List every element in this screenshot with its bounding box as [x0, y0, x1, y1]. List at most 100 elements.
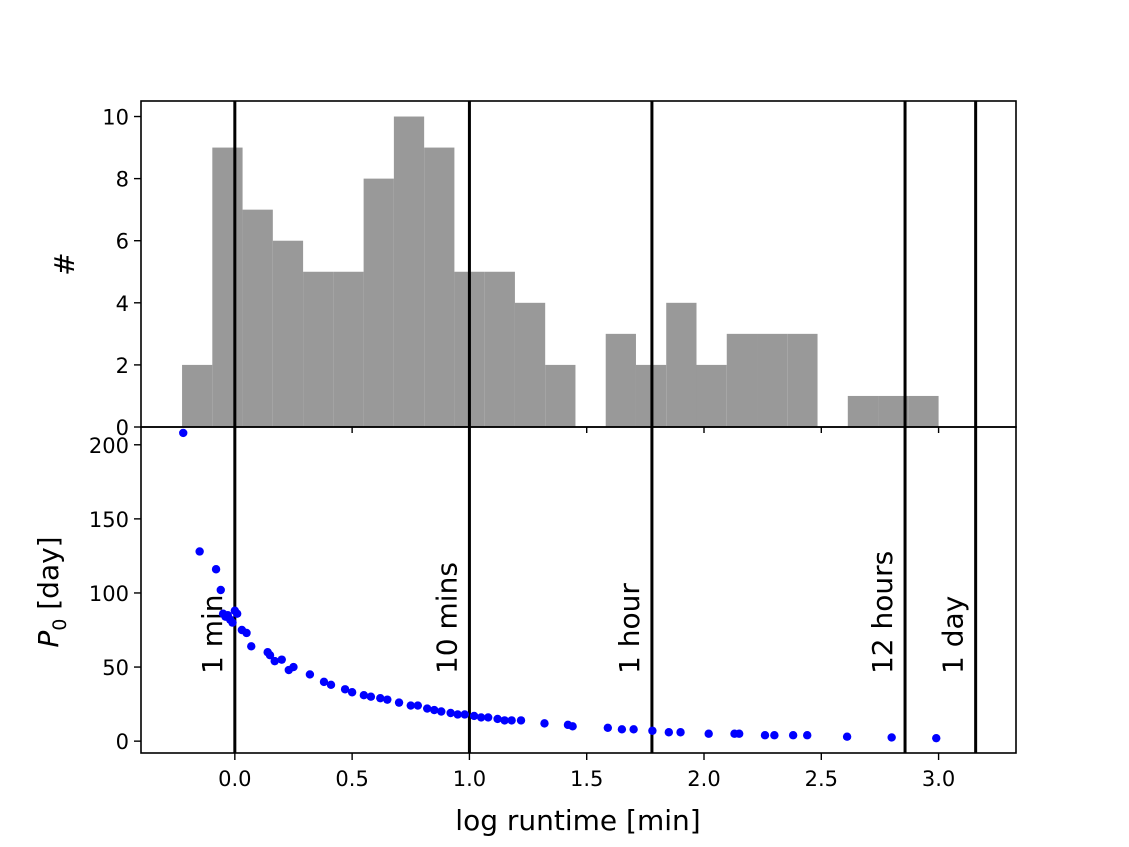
data-point: [406, 701, 415, 710]
data-point: [629, 725, 638, 734]
data-point: [394, 698, 404, 707]
histogram-bar: [757, 333, 788, 427]
x-tick-label: 3.0: [922, 767, 955, 791]
data-point: [483, 713, 493, 722]
histogram-y-tick-label: 4: [116, 292, 129, 316]
data-point: [289, 662, 298, 672]
data-point: [277, 655, 286, 664]
histogram-bar: [605, 333, 636, 427]
scatter-y-tick-label: 100: [89, 582, 129, 606]
data-point: [305, 670, 315, 679]
data-point: [500, 716, 509, 725]
data-point: [540, 719, 549, 728]
data-point: [932, 733, 941, 743]
data-point: [247, 642, 256, 651]
histogram-bar: [726, 333, 758, 427]
data-point: [803, 731, 812, 740]
scatter-y-axis-label-group: P0 [day]: [32, 536, 71, 647]
scatter-y-axis-label-symbol: P: [32, 631, 65, 648]
histogram-y-tick-label: 10: [102, 106, 129, 130]
histogram-bar: [847, 395, 879, 427]
x-tick-label: 2.0: [687, 767, 720, 791]
histogram-bar: [878, 395, 909, 427]
histogram-bar: [363, 178, 394, 427]
data-point: [228, 618, 237, 627]
histogram-y-axis-label: #: [48, 252, 81, 275]
reference-line-label: 1 day: [937, 596, 970, 674]
data-point: [270, 656, 279, 666]
histogram-bar: [666, 302, 697, 427]
scatter-y-tick-label: 200: [89, 434, 129, 458]
x-tick-label: 1.0: [453, 767, 486, 791]
data-point: [340, 685, 350, 694]
data-point: [469, 711, 479, 721]
histogram-y-tick-label: 6: [116, 230, 129, 254]
x-tick-label: 0.5: [335, 767, 368, 791]
histogram-bar: [484, 271, 515, 427]
data-point: [507, 716, 516, 725]
data-point: [676, 728, 685, 737]
data-point: [383, 695, 392, 704]
data-point: [211, 565, 221, 574]
histogram-bar: [696, 364, 727, 427]
data-point: [430, 705, 439, 715]
data-point: [603, 723, 613, 733]
scatter-y-tick-label: 50: [102, 656, 129, 680]
reference-line-label: 1 hour: [613, 583, 646, 674]
data-point: [376, 693, 385, 703]
data-point: [734, 729, 744, 738]
x-tick-label: 0.0: [218, 767, 251, 791]
data-point: [476, 713, 486, 722]
histogram-bar: [908, 395, 939, 427]
histogram-bar: [212, 147, 243, 428]
data-point: [568, 722, 577, 731]
histogram-bar: [272, 240, 304, 427]
scatter-y-axis-label-subscript: 0: [49, 619, 71, 631]
histogram-bar: [333, 271, 364, 427]
reference-line-label: 1 min: [196, 594, 229, 674]
reference-line-label: 10 mins: [430, 562, 463, 674]
data-point: [326, 680, 336, 690]
histogram-bar: [242, 209, 273, 427]
data-point: [760, 731, 770, 740]
data-point: [347, 688, 357, 697]
data-point: [232, 609, 242, 618]
histogram-bar: [303, 271, 334, 427]
data-point: [648, 726, 657, 735]
data-point: [319, 677, 329, 687]
data-point: [887, 733, 896, 742]
data-point: [617, 725, 627, 734]
histogram-bar: [424, 147, 455, 428]
histogram-bar: [545, 364, 576, 427]
data-point: [493, 714, 502, 724]
x-tick-label: 2.5: [805, 767, 838, 791]
data-point: [359, 691, 369, 700]
histogram-y-tick-label: 8: [116, 168, 129, 192]
x-axis-label: log runtime [min]: [455, 804, 700, 837]
histogram-bar: [393, 116, 425, 428]
histogram-y-tick-label: 0: [116, 416, 129, 440]
scatter-frame: [140, 426, 1017, 754]
data-point: [770, 731, 779, 740]
scatter-y-tick-label: 0: [116, 730, 129, 754]
data-point: [664, 728, 674, 737]
data-point: [422, 704, 432, 713]
data-point: [453, 710, 462, 719]
data-point: [242, 628, 251, 638]
scatter-y-axis-label: P0 [day]: [32, 536, 71, 647]
data-point: [366, 692, 376, 701]
data-point: [516, 716, 526, 725]
scatter-y-axis-label-unit: [day]: [32, 536, 65, 618]
x-tick-label: 1.5: [570, 767, 603, 791]
histogram-bar: [182, 364, 213, 427]
histogram-bar: [787, 333, 818, 427]
histogram-bar: [514, 302, 546, 427]
data-point: [704, 729, 713, 738]
data-point: [842, 732, 852, 741]
data-point: [413, 701, 423, 710]
histogram-panel: 0 2 4 6 8 10: [102, 100, 1017, 440]
histogram-y-axis-label-group: #: [48, 252, 81, 275]
data-point: [179, 428, 188, 438]
scatter-panel: 1 min 10 mins 1 hour 12 hours 1 day 0 50 100 150…: [89, 426, 1017, 791]
